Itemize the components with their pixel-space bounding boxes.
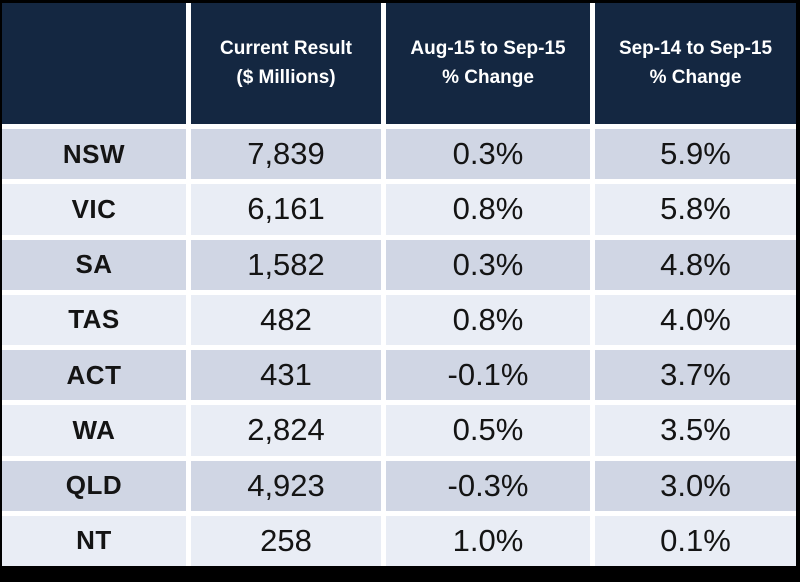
yoy-change-value: 5.8% (595, 184, 796, 235)
current-result-value: 431 (191, 350, 381, 401)
mom-change-value: -0.3% (386, 460, 590, 511)
current-result-value: 1,582 (191, 239, 381, 290)
mom-change-value: 0.3% (386, 239, 590, 290)
table-sheet: Current Result ($ Millions) Aug-15 to Se… (2, 3, 796, 566)
mom-change-value: 1.0% (386, 515, 590, 566)
column-header-mom-change: Aug-15 to Sep-15 % Change (386, 3, 590, 124)
yoy-change-value: 3.5% (595, 405, 796, 456)
state-label: SA (2, 239, 186, 290)
current-result-value: 7,839 (191, 129, 381, 180)
column-header-mom-change-line2: % Change (442, 66, 534, 88)
mom-change-value: -0.1% (386, 350, 590, 401)
state-label: VIC (2, 184, 186, 235)
state-label: TAS (2, 294, 186, 345)
column-header-state (2, 3, 186, 124)
state-label: WA (2, 405, 186, 456)
states-results-table: Current Result ($ Millions) Aug-15 to Se… (2, 3, 796, 566)
current-result-value: 6,161 (191, 184, 381, 235)
column-header-current-result-line2: ($ Millions) (236, 66, 336, 88)
column-header-current-result: Current Result ($ Millions) (191, 3, 381, 124)
yoy-change-value: 4.0% (595, 294, 796, 345)
column-header-mom-change-line1: Aug-15 to Sep-15 (410, 38, 566, 59)
column-header-yoy-change: Sep-14 to Sep-15 % Change (595, 3, 796, 124)
mom-change-value: 0.8% (386, 294, 590, 345)
yoy-change-value: 3.0% (595, 460, 796, 511)
current-result-value: 258 (191, 515, 381, 566)
column-header-yoy-change-line2: % Change (649, 66, 742, 88)
current-result-value: 2,824 (191, 405, 381, 456)
mom-change-value: 0.8% (386, 184, 590, 235)
bottom-border-bar (0, 566, 800, 582)
current-result-value: 482 (191, 294, 381, 345)
column-header-yoy-change-line1: Sep-14 to Sep-15 (618, 38, 773, 59)
yoy-change-value: 3.7% (595, 350, 796, 401)
mom-change-value: 0.3% (386, 129, 590, 180)
yoy-change-value: 0.1% (595, 515, 796, 566)
state-label: ACT (2, 350, 186, 401)
state-label: NSW (2, 129, 186, 180)
yoy-change-value: 5.9% (595, 129, 796, 180)
current-result-value: 4,923 (191, 460, 381, 511)
state-label: NT (2, 515, 186, 566)
mom-change-value: 0.5% (386, 405, 590, 456)
column-header-current-result-line1: Current Result (220, 38, 352, 59)
state-label: QLD (2, 460, 186, 511)
yoy-change-value: 4.8% (595, 239, 796, 290)
